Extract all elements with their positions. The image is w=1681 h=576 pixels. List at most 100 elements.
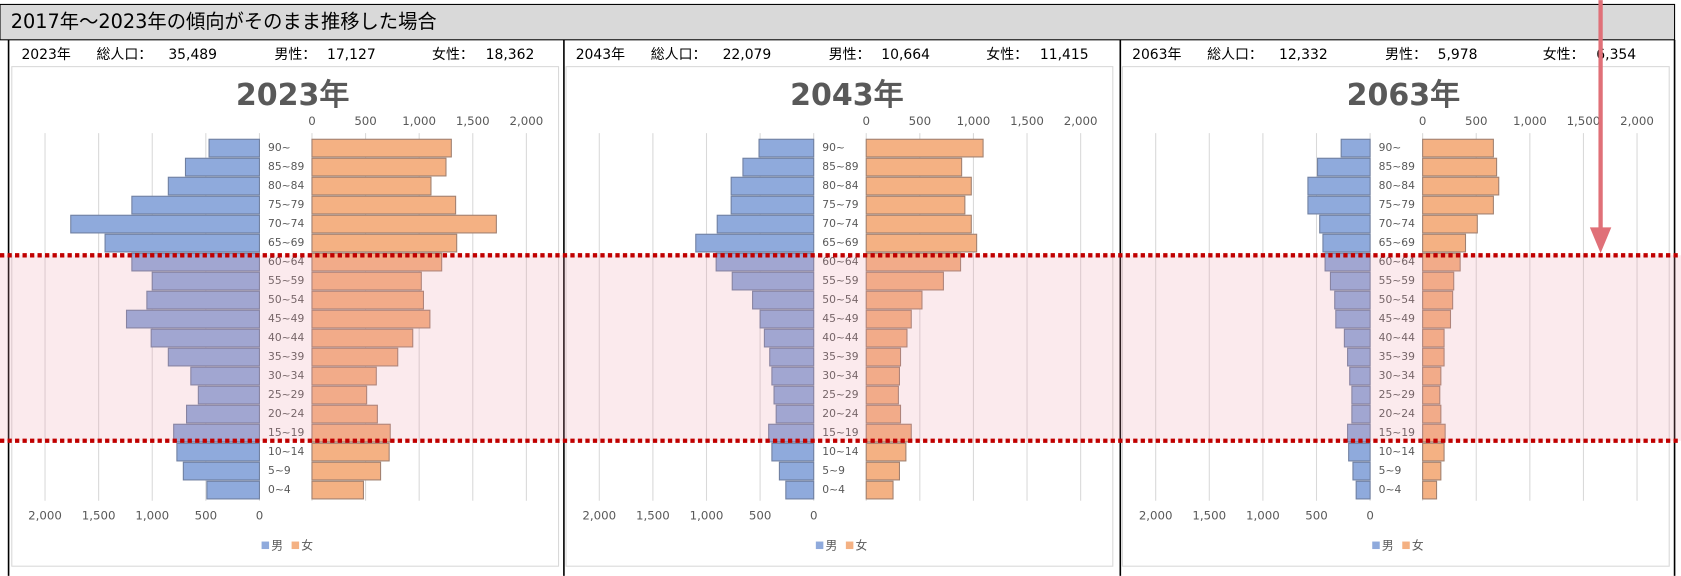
- category-label: 15~19: [822, 426, 858, 439]
- x-tick-label: 2,000: [1620, 114, 1654, 128]
- male-bar: [759, 309, 815, 329]
- category-label: 10~14: [1379, 445, 1415, 458]
- legend-label: 女: [856, 538, 868, 552]
- category-label: 90~: [268, 141, 291, 154]
- male-bar: [167, 176, 260, 196]
- legend-swatch: [845, 541, 854, 550]
- category-label: 90~: [1379, 141, 1402, 154]
- male-bar: [1334, 290, 1371, 310]
- male-bar: [730, 195, 815, 215]
- arrow-head: [1589, 227, 1612, 254]
- category-label: 10~14: [822, 445, 858, 458]
- category-label: 35~39: [1379, 350, 1415, 363]
- male-bar: [125, 309, 260, 329]
- chart-area: [1121, 66, 1670, 567]
- female-bar: [1422, 271, 1455, 291]
- x-tick-label: 2,000: [1139, 508, 1173, 522]
- x-tick-label: 500: [354, 114, 377, 128]
- female-bar: [311, 461, 382, 481]
- male-bar: [1335, 309, 1371, 329]
- header-band: [0, 3, 1676, 41]
- female-bar: [1422, 176, 1500, 196]
- x-tick-label: 0: [810, 508, 818, 522]
- category-label: 60~64: [822, 255, 858, 268]
- chart-area: [565, 66, 1114, 567]
- x-tick-label: 1,500: [456, 114, 490, 128]
- category-label: 15~19: [268, 426, 304, 439]
- info-male-label: 男性：: [274, 47, 316, 63]
- category-label: 0~4: [1379, 483, 1402, 496]
- female-bar: [1422, 366, 1442, 386]
- female-bar: [311, 328, 414, 348]
- male-bar: [771, 366, 815, 386]
- category-label: 15~19: [1379, 426, 1415, 439]
- info-male: 10,664: [881, 47, 930, 63]
- info-male-label: 男性：: [1385, 47, 1427, 63]
- female-bar: [1422, 328, 1445, 348]
- female-bar: [311, 233, 458, 253]
- male-bar: [1322, 233, 1371, 253]
- male-bar: [758, 138, 815, 158]
- male-bar: [1307, 176, 1371, 196]
- info-total: 22,079: [723, 47, 772, 63]
- male-bar: [1347, 347, 1371, 367]
- male-bar: [190, 366, 260, 386]
- female-bar: [865, 404, 902, 424]
- female-bar: [311, 366, 377, 386]
- male-bar: [785, 480, 815, 500]
- female-bar: [1422, 233, 1467, 253]
- male-bar: [730, 176, 815, 196]
- panels: 2023年 総人口： 35,489 男性： 17,127 女性： 18,3622023年00…: [11, 46, 1670, 567]
- x-tick-label: 500: [909, 114, 932, 128]
- category-label: 70~74: [268, 217, 304, 230]
- category-label: 20~24: [268, 407, 304, 420]
- info-total-label: 総人口：: [96, 47, 152, 63]
- female-bar: [311, 347, 399, 367]
- male-bar: [1319, 214, 1371, 234]
- female-bar: [865, 214, 972, 234]
- x-tick-label: 0: [1366, 508, 1374, 522]
- category-label: 50~54: [822, 293, 858, 306]
- female-bar: [311, 423, 391, 443]
- female-bar: [311, 157, 447, 177]
- x-tick-label: 2,000: [1064, 114, 1098, 128]
- chart-title: 2043年: [790, 78, 904, 113]
- category-label: 70~74: [1379, 217, 1415, 230]
- female-bar: [865, 480, 894, 500]
- male-bar: [176, 442, 260, 462]
- info-year: 2043年: [576, 47, 625, 63]
- x-tick-label: 1,500: [1010, 114, 1044, 128]
- category-label: 0~4: [268, 483, 291, 496]
- female-bar: [1422, 385, 1441, 405]
- male-bar: [1351, 385, 1371, 405]
- female-bar: [311, 271, 422, 291]
- female-bar: [865, 347, 902, 367]
- female-bar: [1422, 347, 1445, 367]
- male-bar: [1343, 328, 1371, 348]
- x-tick-label: 0: [308, 114, 316, 128]
- female-bar: [865, 138, 984, 158]
- male-bar: [131, 195, 260, 215]
- female-bar: [865, 328, 908, 348]
- male-bar: [1349, 366, 1371, 386]
- header-title: 2017年～2023年の傾向がそのまま推移した場合: [11, 10, 437, 33]
- legend-swatch: [291, 541, 300, 550]
- category-label: 25~29: [1379, 388, 1415, 401]
- male-bar: [773, 385, 815, 405]
- male-bar: [104, 233, 260, 253]
- male-bar: [184, 157, 260, 177]
- female-bar: [311, 309, 431, 329]
- legend-swatch: [261, 541, 270, 550]
- x-tick-label: 2,000: [28, 508, 62, 522]
- male-bar: [197, 385, 260, 405]
- male-bar: [742, 157, 815, 177]
- info-female-label: 女性：: [432, 46, 474, 63]
- info-female: 6,354: [1596, 47, 1636, 63]
- male-bar: [775, 404, 815, 424]
- category-label: 65~69: [822, 236, 858, 249]
- info-total-label: 総人口：: [651, 47, 707, 63]
- x-tick-label: 1,500: [636, 508, 670, 522]
- category-label: 75~79: [822, 198, 858, 211]
- male-bar: [151, 271, 260, 291]
- category-label: 30~34: [268, 369, 304, 382]
